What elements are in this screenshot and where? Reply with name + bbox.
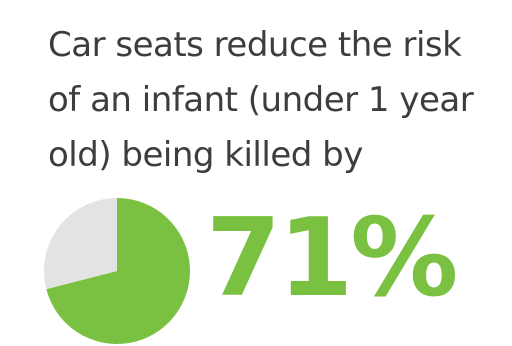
pie-slices <box>43 198 191 344</box>
risk-reduction-pie-chart <box>43 198 191 344</box>
pie-slice-reduction <box>46 198 191 344</box>
stat-percentage: 71% <box>206 196 459 321</box>
pie-slice-remainder <box>43 198 117 290</box>
headline: Car seats reduce the risk of an infant (… <box>48 25 474 175</box>
